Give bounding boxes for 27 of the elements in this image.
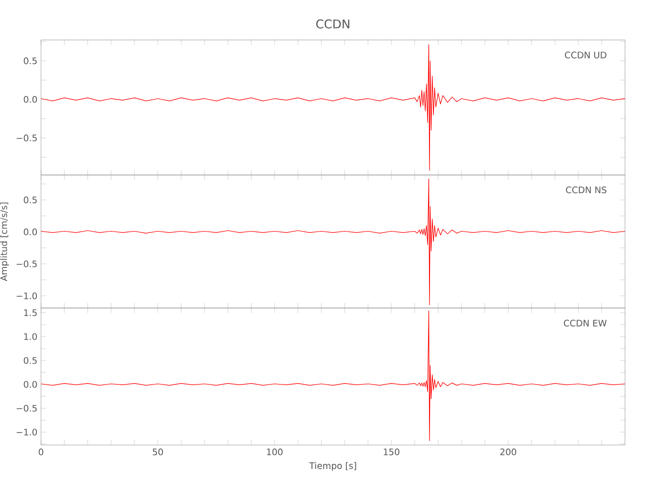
y-tick-label: 0.5 xyxy=(24,357,37,364)
y-tick-label: −0.5 xyxy=(16,260,37,268)
x-tick-label: 100 xyxy=(267,448,283,456)
y-axis-title: Amplitud [cm/s/s] xyxy=(0,202,9,282)
y-tick-label: 1.5 xyxy=(24,309,37,316)
annotation: CCDN NS xyxy=(566,186,606,194)
x-tick-label: 0 xyxy=(38,448,44,456)
y-tick-label: 0.5 xyxy=(24,57,37,64)
annotation: CCDN UD xyxy=(564,52,606,58)
x-tick-label: 50 xyxy=(152,448,163,456)
y-tick-label: 0.0 xyxy=(24,380,37,388)
y-tick-label: 1.0 xyxy=(24,333,37,340)
line-series xyxy=(40,310,626,441)
y-tick-label: −0.5 xyxy=(16,134,37,142)
y-tick-label: 0.5 xyxy=(24,196,37,204)
x-tick-label: 200 xyxy=(500,448,516,456)
x-tick-label: 150 xyxy=(384,448,400,456)
y-tick-label: −1.0 xyxy=(16,428,37,436)
y-tick-label: 0.0 xyxy=(24,96,37,103)
chart-title: CCDN xyxy=(316,19,350,28)
line-series xyxy=(40,44,626,171)
annotation: CCDN EW xyxy=(564,320,607,327)
x-axis-title: Tiempo [s] xyxy=(309,462,356,471)
y-tick-label: 0.0 xyxy=(24,228,37,236)
y-tick-label: −1.0 xyxy=(16,292,37,300)
y-tick-label: −0.5 xyxy=(16,404,37,412)
line-series xyxy=(40,178,626,306)
